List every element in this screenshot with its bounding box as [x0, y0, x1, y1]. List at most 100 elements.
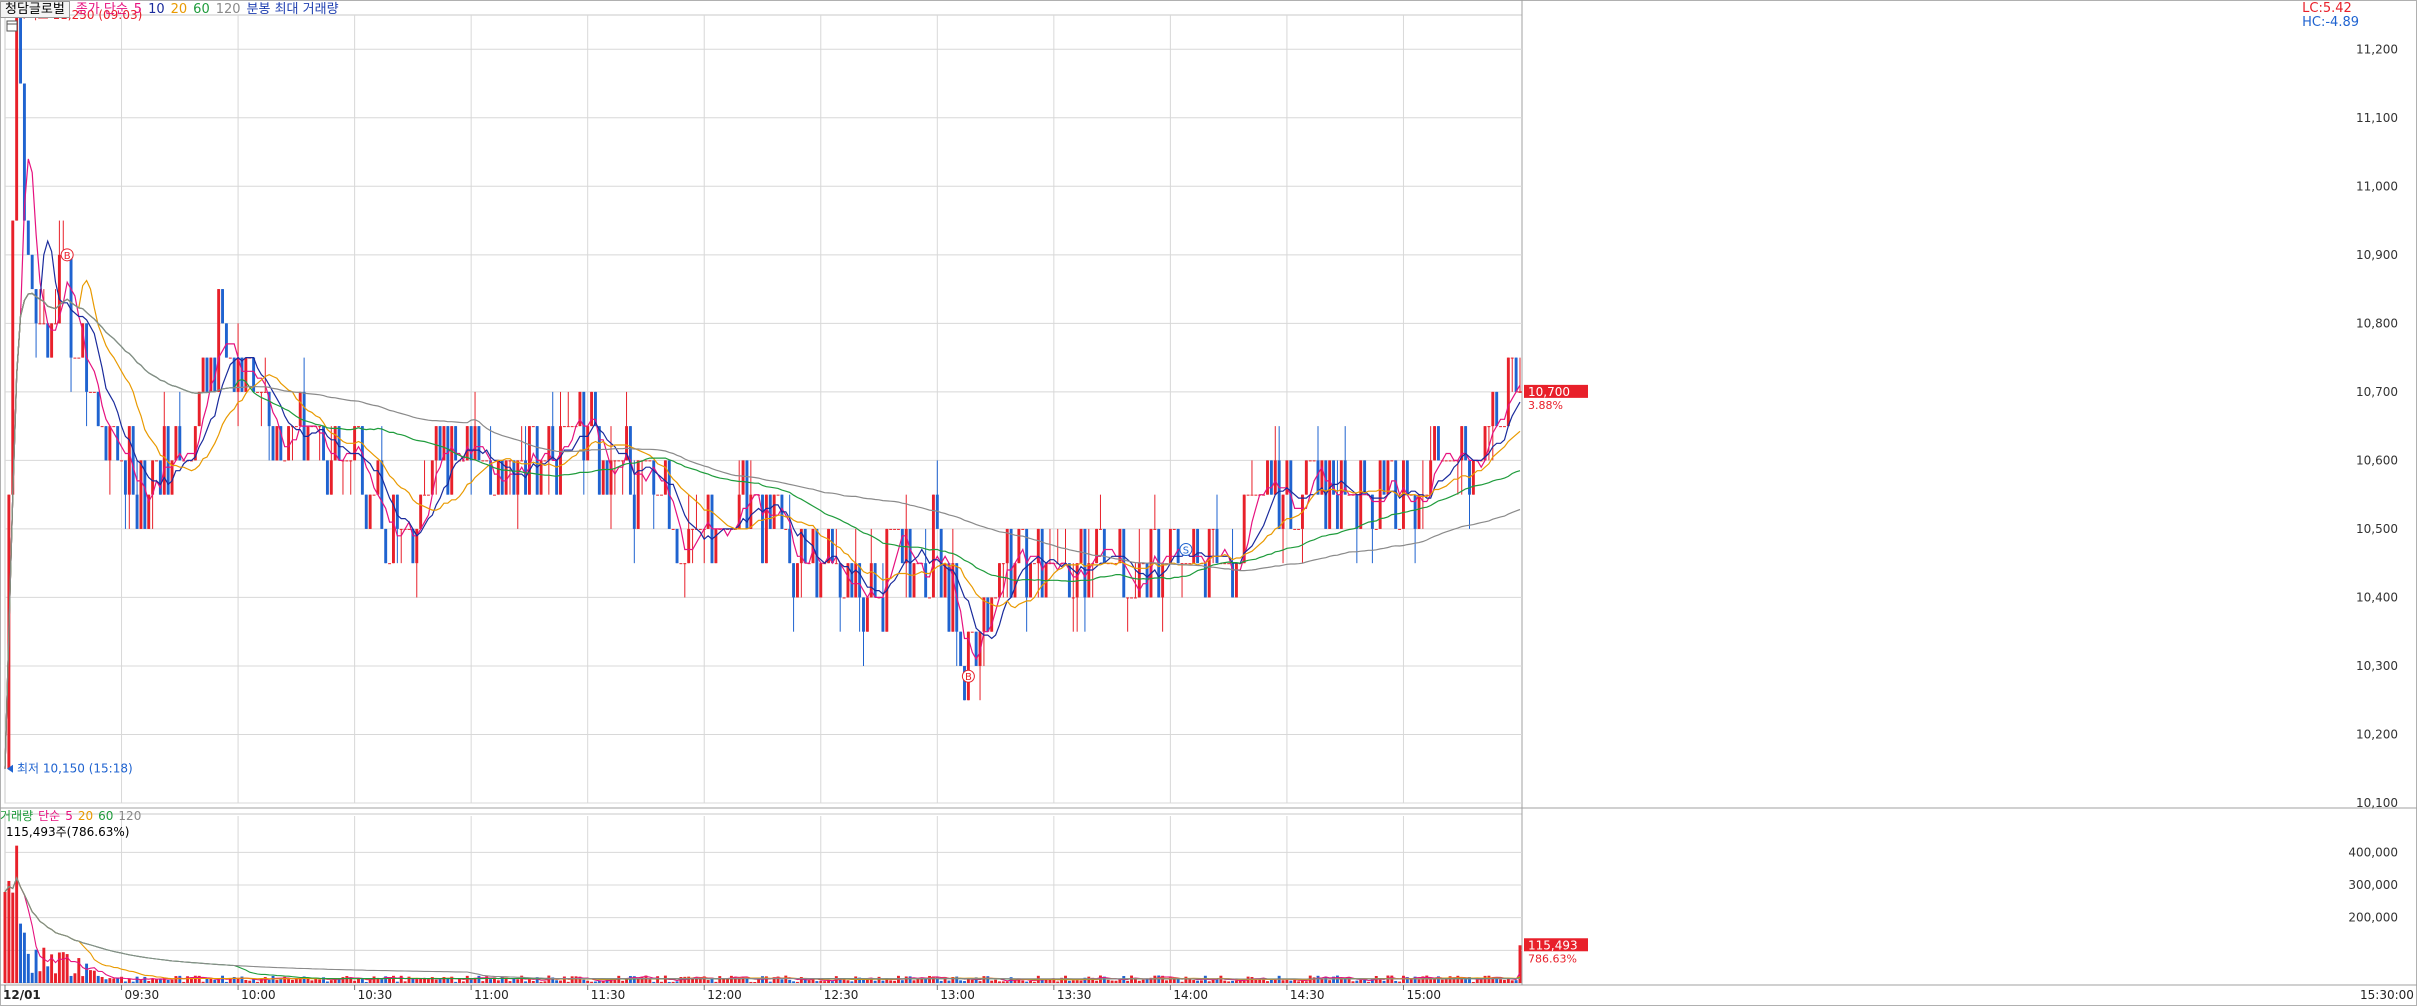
volume-bar: [660, 981, 663, 983]
candle-body: [1273, 460, 1277, 495]
candle-body: [660, 494, 663, 496]
candle-body: [846, 563, 850, 598]
volume-bar: [131, 981, 135, 983]
candle-body: [120, 460, 123, 462]
candle-body: [594, 391, 597, 427]
volume-bar: [998, 981, 1001, 983]
volume-bar: [865, 979, 869, 983]
candle-body: [1444, 460, 1448, 462]
price-tick-label: 11,200: [2356, 42, 2398, 56]
candle-body: [1335, 494, 1339, 529]
candle-body: [1343, 460, 1347, 495]
candle-body: [959, 631, 963, 666]
volume-bar: [392, 975, 395, 983]
stock-name[interactable]: 청담글로벌: [0, 1, 70, 18]
candle-body: [547, 426, 551, 461]
volume-bar: [920, 977, 924, 983]
candle-body: [1429, 460, 1433, 495]
volume-bar: [310, 980, 314, 983]
candle-body: [267, 391, 271, 427]
candle-body: [1320, 460, 1324, 495]
volume-bar: [73, 973, 77, 983]
volume-ma-120: [4, 876, 1521, 980]
candle-body: [240, 357, 244, 392]
candle-body: [96, 391, 100, 427]
volume-bar: [415, 979, 419, 983]
candle-body: [1137, 563, 1141, 598]
volume-bar: [764, 976, 768, 983]
candle-body: [834, 563, 838, 565]
volume-bar: [749, 981, 753, 983]
candle-body: [232, 357, 236, 392]
volume-bar: [893, 980, 897, 983]
volume-ma-label: 단순: [38, 809, 61, 823]
candle-body: [737, 494, 741, 529]
volume-bar: [570, 976, 574, 983]
volume-bar: [757, 978, 761, 983]
candle-body: [1328, 460, 1332, 529]
volume-bar: [722, 978, 726, 983]
volume-bar: [1433, 979, 1436, 983]
volume-bar: [1118, 979, 1122, 983]
time-axis-label: 14:00: [1173, 988, 1208, 1002]
volume-bar: [1168, 977, 1172, 983]
volume-bar: [959, 980, 963, 983]
candle-body: [885, 528, 889, 632]
volume-bar: [1429, 979, 1433, 983]
volume-bar: [166, 980, 170, 983]
candle-body: [974, 631, 978, 666]
volume-bar: [994, 979, 998, 983]
volume-bar: [1304, 981, 1308, 983]
buy-marker-label: B: [64, 251, 71, 262]
volume-bar: [500, 976, 504, 983]
current-change-label: 3.88%: [1528, 399, 1563, 412]
candle-body: [1005, 528, 1009, 564]
volume-bar: [966, 978, 970, 983]
volume-bar: [578, 976, 582, 983]
volume-bar: [240, 976, 244, 983]
volume-bar: [329, 980, 333, 983]
volume-bar: [1405, 977, 1409, 983]
candle-body: [1168, 528, 1172, 564]
volume-bar: [302, 976, 306, 983]
volume-bar: [85, 963, 89, 983]
current-price-badge: [1524, 384, 1588, 398]
candle-body: [252, 357, 256, 392]
volume-bar: [551, 977, 555, 983]
candle-body: [46, 323, 50, 358]
candle-body: [609, 460, 613, 495]
candle-body: [77, 357, 81, 359]
volume-bar: [469, 978, 473, 983]
volume-bar: [170, 979, 174, 983]
volume-bar: [1029, 980, 1032, 983]
candle-body: [625, 426, 628, 461]
candle-body: [830, 528, 834, 564]
price-tick-label: 10,300: [2356, 659, 2398, 673]
volume-bar: [65, 954, 69, 983]
volume-bar: [399, 975, 403, 983]
volume-bar: [291, 979, 294, 983]
candle-body: [469, 426, 473, 461]
volume-bar: [384, 976, 388, 983]
volume-bar: [333, 978, 337, 983]
volume-bar: [481, 981, 485, 983]
volume-bar: [1495, 977, 1499, 983]
candle-body: [364, 494, 368, 529]
candle-body: [147, 494, 151, 529]
candle-body: [1495, 391, 1499, 427]
ma-line-5: [4, 158, 1521, 769]
volume-bar: [450, 976, 454, 983]
volume-bar: [1464, 979, 1468, 983]
candle-body: [504, 460, 508, 495]
ma60-label: 60: [193, 2, 210, 17]
candle-body: [1079, 528, 1083, 564]
candle-body: [256, 391, 259, 393]
volume-bar: [788, 979, 792, 983]
volume-bar: [516, 979, 520, 983]
volume-bar: [815, 981, 819, 983]
volume-bar: [1005, 981, 1009, 983]
ma-line-20: [4, 279, 1521, 769]
candle-body: [586, 426, 590, 461]
ma120-label: 120: [215, 2, 241, 17]
